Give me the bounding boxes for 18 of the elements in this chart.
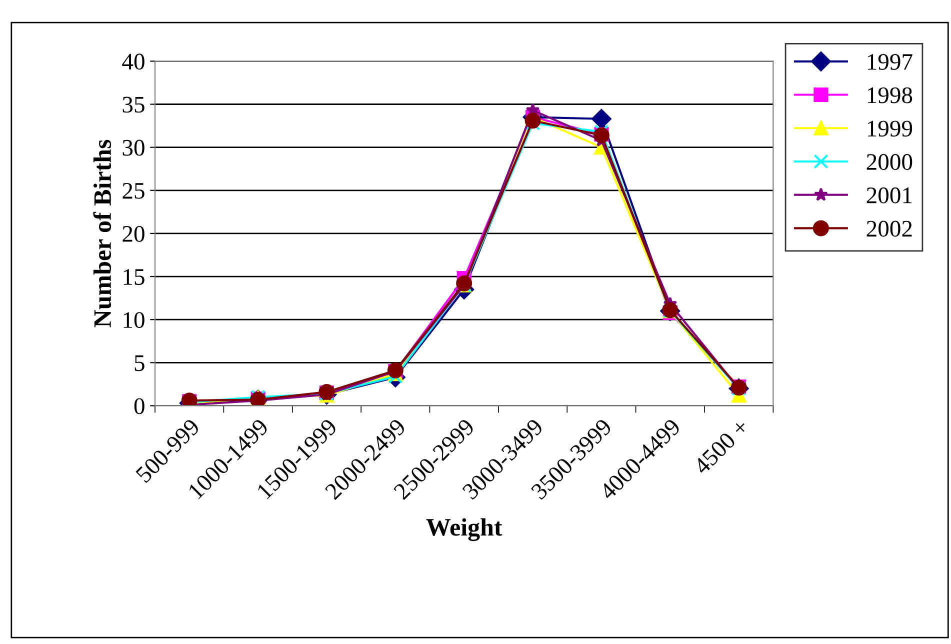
legend-label: 1999 <box>868 120 912 137</box>
y-tick-label: 0 <box>134 398 144 414</box>
y-tick-label: 15 <box>124 269 144 285</box>
legend-label: 2000 <box>866 154 912 170</box>
y-axis-title: Number of Births <box>93 140 112 328</box>
y-tick-label: 30 <box>122 140 144 156</box>
x-tick-label: 4500 + <box>692 418 750 476</box>
legend-label: 1997 <box>868 54 912 70</box>
y-tick-label: 25 <box>122 182 144 199</box>
legend-label: 2001 <box>866 187 912 204</box>
legend-label: 1998 <box>868 87 912 104</box>
x-axis-title: Weight <box>426 518 502 542</box>
y-tick-label: 35 <box>122 96 144 113</box>
legend-label: 2002 <box>866 220 912 237</box>
y-tick-label: 5 <box>134 355 144 372</box>
y-tick-label: 10 <box>124 312 144 328</box>
y-tick-label: 20 <box>122 226 144 242</box>
y-tick-label: 40 <box>122 54 144 70</box>
